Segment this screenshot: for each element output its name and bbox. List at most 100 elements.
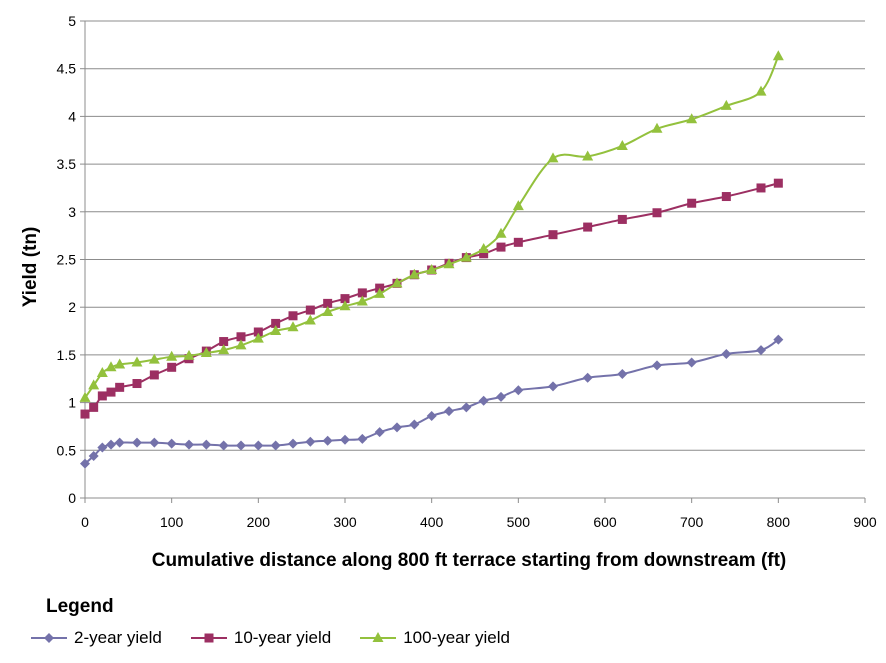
data-point-100-year-yield: [582, 150, 594, 161]
data-point-2-year-yield: [236, 440, 246, 451]
y-tick-label: 3.5: [57, 156, 77, 172]
data-point-2-year-yield: [409, 419, 420, 430]
data-point-100-year-yield: [339, 300, 351, 311]
data-point-2-year-yield: [149, 437, 160, 448]
data-point-2-year-yield: [288, 438, 298, 449]
data-point-2-year-yield: [340, 434, 350, 445]
data-point-100-year-yield: [105, 361, 117, 372]
data-point-100-year-yield: [391, 277, 403, 288]
data-point-2-year-yield: [392, 422, 402, 433]
data-point-10-year-yield: [773, 178, 783, 188]
y-tick-label: 2.5: [57, 252, 77, 268]
data-point-2-year-yield: [97, 442, 108, 453]
x-tick-label: 100: [160, 514, 184, 530]
data-point-10-year-yield: [80, 409, 90, 419]
data-point-10-year-yield: [357, 288, 367, 298]
data-point-2-year-yield: [426, 410, 437, 421]
data-point-10-year-yield: [167, 362, 177, 372]
data-point-10-year-yield: [548, 230, 558, 240]
data-point-100-year-yield: [616, 139, 628, 150]
data-point-100-year-yield: [270, 325, 282, 336]
line-chart: 0 0.5 1 1.5 2 2.5 3 3.5 4 4.5 5 0 100 200 300 400 500 600…: [20, 13, 877, 571]
legend-swatch-10-year-yield: [190, 633, 227, 643]
data-point-10-year-yield: [97, 391, 107, 401]
data-point-10-year-yield: [721, 192, 731, 202]
data-point-2-year-yield: [444, 406, 454, 417]
data-point-2-year-yield: [548, 381, 558, 392]
data-point-2-year-yield: [166, 438, 177, 449]
data-point-10-year-yield: [106, 387, 116, 397]
legend-marker-2-year-yield: [44, 633, 54, 643]
data-point-2-year-yield: [461, 402, 472, 413]
gridlines: [85, 20, 865, 451]
data-point-100-year-yield: [547, 152, 559, 163]
data-point-2-year-yield: [114, 437, 125, 448]
data-point-2-year-yield: [496, 391, 506, 402]
data-point-100-year-yield: [200, 346, 212, 357]
data-point-2-year-yield: [322, 435, 333, 446]
y-tick-label: 5: [68, 13, 76, 29]
data-point-100-year-yield: [79, 391, 91, 402]
data-point-100-year-yield: [183, 349, 195, 360]
tick-labels: 0 0.5 1 1.5 2 2.5 3 3.5 4 4.5 5 0 100 200 300 400 500 600…: [57, 13, 877, 530]
data-point-100-year-yield: [235, 339, 247, 350]
x-tick-label: 400: [420, 514, 444, 530]
data-point-100-year-yield: [96, 367, 108, 378]
data-point-100-year-yield: [148, 353, 160, 364]
data-point-10-year-yield: [253, 327, 263, 337]
data-point-100-year-yield: [131, 356, 143, 367]
legend-item-100-year-yield: 100-year yield: [359, 628, 510, 648]
data-point-10-year-yield: [288, 311, 298, 321]
data-point-100-year-yield: [114, 358, 126, 369]
data-point-100-year-yield: [304, 314, 316, 325]
series-layer: [79, 50, 784, 469]
data-point-100-year-yield: [755, 85, 767, 96]
data-point-100-year-yield: [651, 122, 663, 133]
data-point-100-year-yield: [720, 99, 732, 110]
data-point-2-year-yield: [184, 439, 194, 450]
legend-swatch-100-year-yield: [360, 632, 397, 642]
data-point-2-year-yield: [374, 427, 385, 438]
data-point-2-year-yield: [582, 372, 593, 383]
series-line-10-year-yield: [84, 182, 779, 415]
data-point-100-year-yield: [322, 305, 334, 316]
data-point-2-year-yield: [357, 433, 368, 444]
y-tick-label: 0: [68, 490, 76, 506]
data-point-2-year-yield: [201, 439, 212, 450]
y-axis-title: Yield (tn): [20, 227, 41, 308]
legend-item-10-year-yield: 10-year yield: [190, 628, 331, 648]
x-tick-label: 300: [333, 514, 357, 530]
y-tick-label: 0.5: [57, 442, 77, 458]
y-tick-label: 1: [68, 395, 76, 411]
legend-title: Legend: [46, 596, 114, 617]
data-point-100-year-yield: [408, 268, 420, 279]
data-point-10-year-yield: [756, 183, 766, 193]
data-point-10-year-yield: [236, 332, 246, 342]
data-point-2-year-yield: [652, 360, 662, 371]
x-tick-label: 500: [507, 514, 531, 530]
data-point-100-year-yield: [287, 321, 299, 332]
x-axis-title: Cumulative distance along 800 ft terrace…: [152, 550, 787, 571]
data-point-2-year-yield: [773, 334, 784, 345]
data-point-10-year-yield: [652, 208, 662, 218]
data-point-2-year-yield: [617, 368, 628, 379]
legend-label: 100-year yield: [403, 628, 510, 647]
data-point-100-year-yield: [252, 332, 264, 343]
data-point-100-year-yield: [512, 200, 524, 211]
data-point-2-year-yield: [756, 345, 766, 356]
legend-swatch-2-year-yield: [31, 633, 67, 643]
legend-item-2-year-yield: 2-year yield: [30, 628, 162, 648]
data-point-2-year-yield: [80, 458, 90, 469]
data-point-10-year-yield: [149, 370, 159, 380]
legend-marker-100-year-yield: [372, 632, 384, 642]
data-point-100-year-yield: [443, 258, 455, 269]
data-point-10-year-yield: [115, 382, 125, 392]
x-tick-label: 700: [680, 514, 704, 530]
data-point-2-year-yield: [721, 348, 732, 359]
x-tick-label: 0: [81, 514, 89, 530]
y-tick-label: 1.5: [57, 347, 77, 363]
x-tick-label: 800: [767, 514, 791, 530]
data-point-2-year-yield: [305, 436, 316, 447]
data-point-100-year-yield: [686, 113, 698, 124]
data-point-2-year-yield: [88, 451, 99, 462]
